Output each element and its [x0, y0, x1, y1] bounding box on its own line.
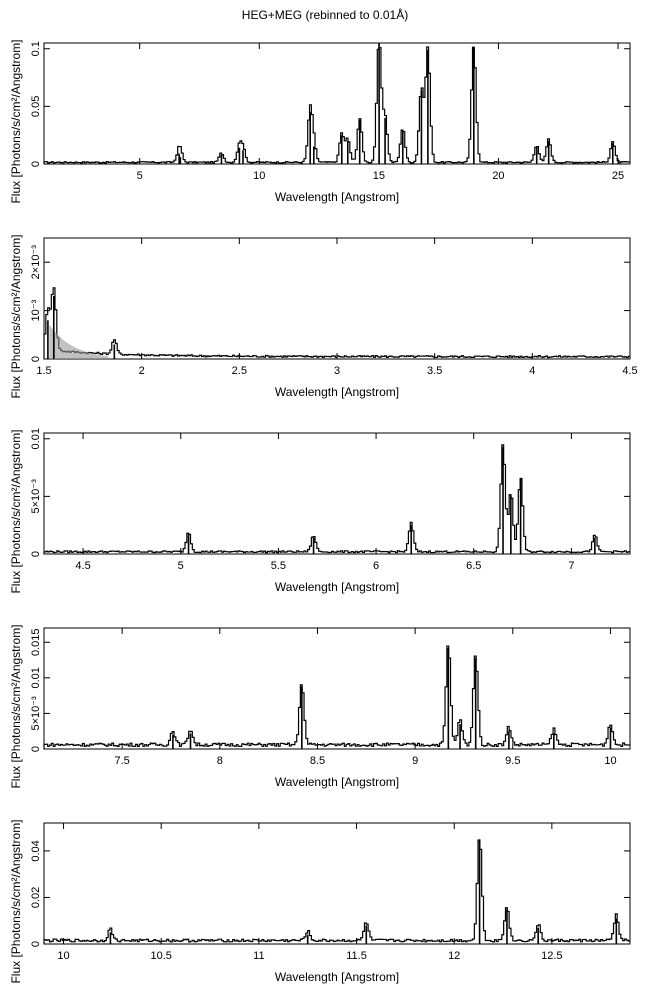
y-axis-label: Flux [Photons/s/cm²/Angstrom]	[9, 819, 23, 983]
spectrum-panel-full: 5 10 15 20 25 0 0.05 0.1 Wavelength [Angstrom] Fl…	[9, 39, 631, 204]
y-tick-label: 2×10⁻³	[30, 245, 42, 280]
plot-frame	[43, 822, 631, 945]
y-tick-label: 0	[30, 356, 42, 362]
x-tick-label: 9	[412, 755, 418, 767]
spectrum-line	[43, 839, 630, 944]
x-tick-label: 15	[373, 170, 385, 182]
x-axis-label: Wavelength [Angstrom]	[275, 190, 399, 204]
x-tick-label: 7.5	[114, 755, 129, 767]
y-tick-label: 5×10⁻³	[30, 696, 42, 731]
y-tick-label: 0	[30, 551, 42, 557]
x-tick-label: 4.5	[75, 560, 90, 572]
x-tick-label: 5	[137, 170, 143, 182]
x-tick-label: 6	[373, 560, 379, 572]
x-tick-label: 3	[334, 365, 340, 377]
spectrum-line	[43, 46, 630, 164]
x-tick-label: 10	[57, 950, 69, 962]
x-tick-label: 2	[139, 365, 145, 377]
y-tick-label: 0.04	[30, 840, 42, 861]
plot-frame	[43, 432, 631, 555]
y-tick-label: 0	[30, 941, 42, 947]
x-tick-label: 5.5	[271, 560, 286, 572]
x-axis-label: Wavelength [Angstrom]	[275, 970, 399, 984]
spectrum-line	[43, 287, 630, 359]
x-tick-label: 11	[253, 950, 264, 962]
y-tick-label: 0.01	[30, 428, 42, 449]
y-axis-label: Flux [Photons/s/cm²/Angstrom]	[9, 39, 23, 203]
y-tick-label: 10⁻³	[30, 299, 42, 321]
x-tick-label: 9.5	[505, 755, 520, 767]
x-tick-label: 12.5	[541, 950, 562, 962]
x-tick-label: 25	[612, 170, 624, 182]
x-axis-label: Wavelength [Angstrom]	[275, 580, 399, 594]
y-axis-label: Flux [Photons/s/cm²/Angstrom]	[9, 624, 23, 788]
x-tick-label: 10	[253, 170, 265, 182]
x-tick-label: 4	[529, 365, 535, 377]
spectrum-panel-4p3-7p3: 4.5 5 5.5 6 6.5 7 0 5×10⁻³ 0.01 Wavelength [Angst…	[9, 428, 631, 594]
y-tick-label: 0.1	[30, 41, 42, 56]
x-axis-label: Wavelength [Angstrom]	[275, 775, 399, 789]
spectrum-panel-9p9-12p9: 10 10.5 11 11.5 12 12.5 0 0.02 0.04 Wavelength [A…	[9, 819, 631, 984]
x-tick-label: 7	[568, 560, 574, 572]
x-axis-label: Wavelength [Angstrom]	[275, 385, 399, 399]
x-tick-label: 8.5	[310, 755, 325, 767]
x-tick-label: 5	[178, 560, 184, 572]
y-tick-label: 0.015	[30, 628, 42, 656]
x-tick-label: 11.5	[346, 950, 367, 962]
spectrum-panel-7p1-10p1: 7.5 8 8.5 9 9.5 10 0 5×10⁻³ 0.01 0.015 Wavelength …	[9, 624, 631, 789]
x-tick-label: 1.5	[36, 365, 51, 377]
y-tick-label: 0.02	[30, 887, 42, 908]
page-title: HEG+MEG (rebinned to 0.01Å)	[241, 8, 409, 22]
spectrum-line	[43, 645, 630, 749]
plot-frame	[43, 627, 631, 750]
x-tick-label: 8	[217, 755, 223, 767]
y-tick-label: 0.01	[30, 667, 42, 688]
plot-frame	[43, 237, 631, 360]
x-tick-label: 10.5	[150, 950, 171, 962]
x-tick-label: 4.5	[622, 365, 637, 377]
y-tick-label: 0	[30, 161, 42, 167]
x-tick-label: 10	[604, 755, 616, 767]
y-tick-label: 5×10⁻³	[30, 479, 42, 514]
x-tick-label: 2.5	[232, 365, 247, 377]
spectrum-line	[43, 444, 630, 554]
plot-frame	[43, 42, 631, 165]
y-tick-label: 0.05	[30, 96, 42, 117]
y-axis-label: Flux [Photons/s/cm²/Angstrom]	[9, 234, 23, 398]
x-tick-label: 3.5	[427, 365, 442, 377]
spectrum-panel-1p5-4p5: 1.5 2 2.5 3 3.5 4 4.5 0 10⁻³ 2×10⁻³ Wavelength [An…	[9, 234, 638, 399]
y-axis-label: Flux [Photons/s/cm²/Angstrom]	[9, 429, 23, 593]
x-tick-label: 20	[492, 170, 504, 182]
x-tick-label: 12	[448, 950, 460, 962]
x-tick-label: 6.5	[466, 560, 481, 572]
y-tick-label: 0	[30, 746, 42, 752]
